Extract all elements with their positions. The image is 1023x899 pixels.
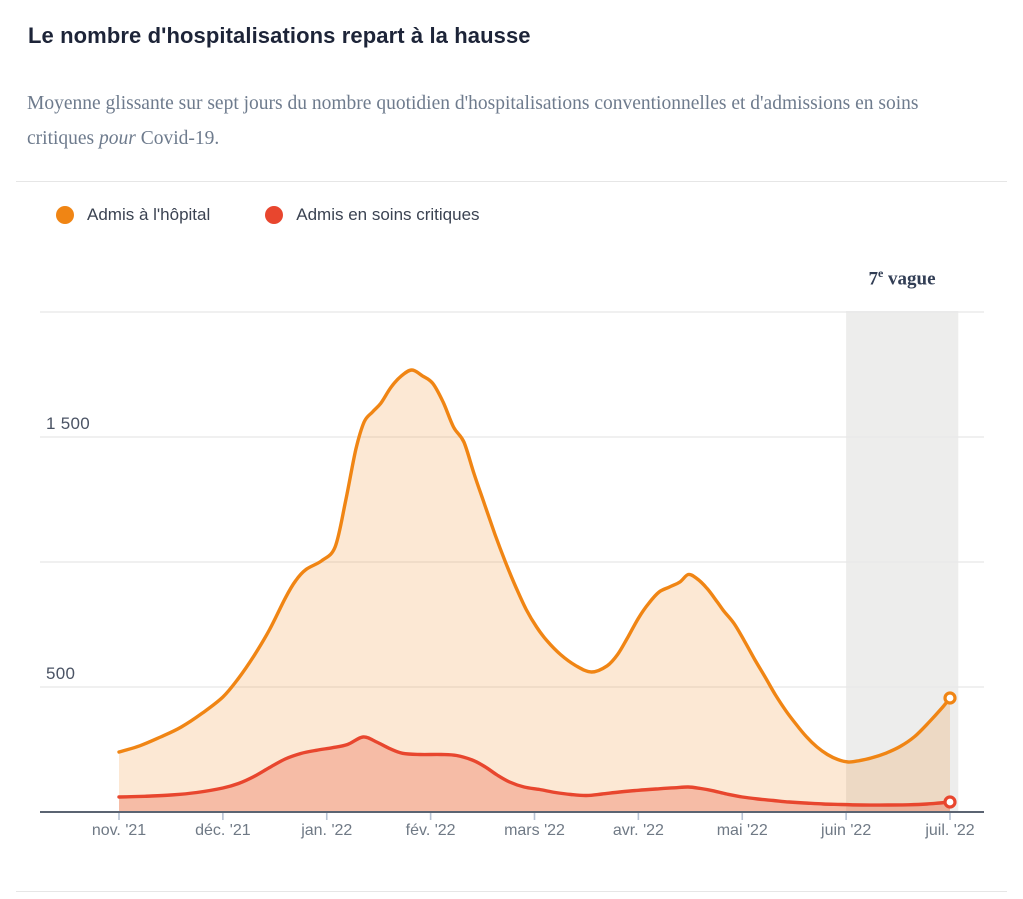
wave-annotation-number: 7 — [868, 268, 878, 290]
x-tick-label: déc. '21 — [195, 822, 251, 839]
bottom-divider — [16, 891, 1007, 892]
x-tick-label: nov. '21 — [91, 822, 147, 839]
x-tick-label: fév. '22 — [405, 822, 456, 839]
wave-annotation-word: vague — [883, 268, 936, 290]
area-fill-1 — [119, 736, 950, 811]
series-line-1 — [117, 735, 952, 807]
subtitle-italic-word: pour — [99, 128, 136, 149]
area-fill-0 — [119, 370, 950, 811]
chart-subtitle: Moyenne glissante sur sept jours du nomb… — [27, 86, 977, 156]
legend-label-critical-care: Admis en soins critiques — [296, 205, 480, 224]
x-tick-label: mars '22 — [504, 822, 565, 839]
legend-label-hospital: Admis à l'hôpital — [87, 205, 211, 224]
wave-annotation-ordinal: e — [877, 266, 884, 280]
legend-dot-critical-care-icon — [265, 206, 284, 224]
x-tick-label: juin '22 — [821, 822, 872, 839]
x-tick-label: juil. '22 — [925, 822, 975, 839]
last-value-marker-1 — [943, 795, 957, 809]
wave-annotation: 7e vague — [846, 266, 958, 290]
subtitle-text-end: Covid-19. — [135, 128, 220, 149]
y-axis-label-1500: 1 500 — [46, 414, 91, 433]
x-tick-label: avr. '22 — [612, 822, 664, 839]
y-axis-label-500: 500 — [46, 664, 76, 683]
last-value-marker-0 — [943, 691, 957, 705]
subtitle-text: Moyenne glissante sur sept jours du nomb… — [27, 93, 919, 149]
top-divider — [16, 181, 1007, 182]
legend-item-hospital: Admis à l'hôpital — [56, 205, 210, 225]
legend-dot-hospital-icon — [56, 206, 74, 224]
chart-title: Le nombre d'hospitalisations repart à la… — [28, 23, 531, 48]
series-line-0 — [117, 368, 952, 764]
legend-item-critical-care: Admis en soins critiques — [265, 205, 480, 225]
chart-legend: Admis à l'hôpital Admis en soins critiqu… — [56, 205, 480, 225]
x-tick-label: mai '22 — [716, 822, 768, 839]
x-tick-label: jan. '22 — [301, 822, 353, 839]
